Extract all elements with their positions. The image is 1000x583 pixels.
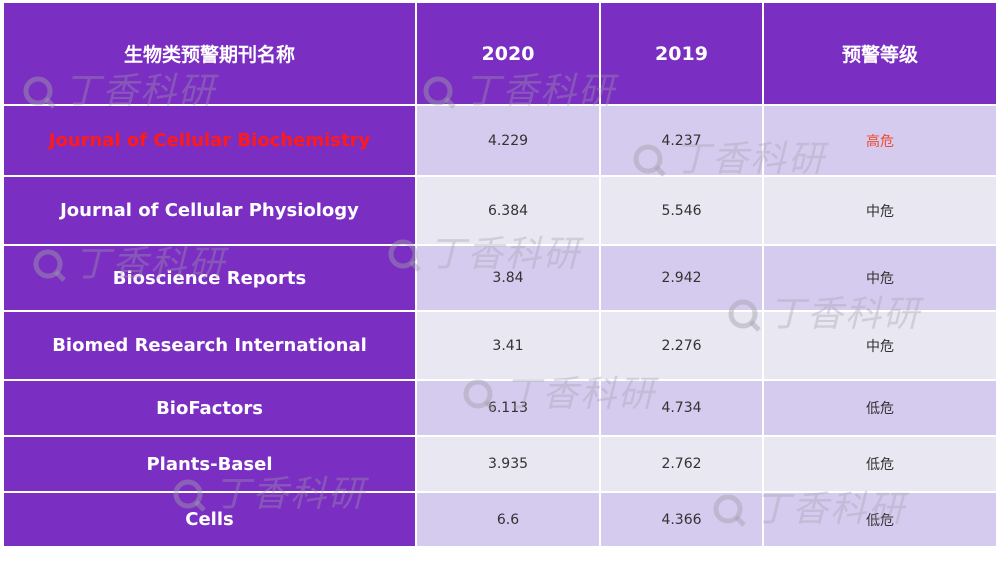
table-cell: 4.366 bbox=[600, 492, 763, 547]
header-cell: 生物类预警期刊名称 bbox=[3, 2, 416, 105]
header-cell: 2020 bbox=[416, 2, 600, 105]
table-cell: 中危 bbox=[763, 311, 997, 380]
journal-name: Plants-Basel bbox=[3, 436, 416, 492]
table-cell: 低危 bbox=[763, 380, 997, 436]
table-cell: 3.41 bbox=[416, 311, 600, 380]
table-cell: 4.237 bbox=[600, 105, 763, 176]
table-cell: 3.935 bbox=[416, 436, 600, 492]
table-cell: 6.6 bbox=[416, 492, 600, 547]
table-cell: 2.762 bbox=[600, 436, 763, 492]
table-cell: 5.546 bbox=[600, 176, 763, 245]
table-cell: 低危 bbox=[763, 492, 997, 547]
table-cell: 中危 bbox=[763, 245, 997, 311]
header-cell: 2019 bbox=[600, 2, 763, 105]
journal-name: Journal of Cellular Biochemistry bbox=[3, 105, 416, 176]
table-cell: 4.229 bbox=[416, 105, 600, 176]
table-cell: 4.734 bbox=[600, 380, 763, 436]
table-cell: 6.113 bbox=[416, 380, 600, 436]
table-cell: 2.942 bbox=[600, 245, 763, 311]
journal-name: Bioscience Reports bbox=[3, 245, 416, 311]
journal-name: Cells bbox=[3, 492, 416, 547]
journal-name: Journal of Cellular Physiology bbox=[3, 176, 416, 245]
table-cell: 6.384 bbox=[416, 176, 600, 245]
table-cell: 高危 bbox=[763, 105, 997, 176]
journal-name: BioFactors bbox=[3, 380, 416, 436]
table-cell: 中危 bbox=[763, 176, 997, 245]
table-cell: 2.276 bbox=[600, 311, 763, 380]
table-cell: 低危 bbox=[763, 436, 997, 492]
header-cell: 预警等级 bbox=[763, 2, 997, 105]
table-cell: 3.84 bbox=[416, 245, 600, 311]
journal-name: Biomed Research International bbox=[3, 311, 416, 380]
